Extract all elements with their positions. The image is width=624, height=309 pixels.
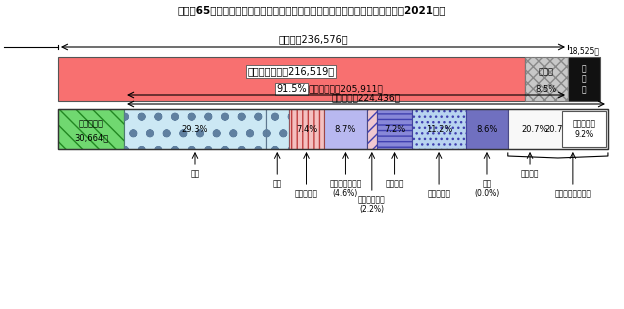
Text: 11.2%: 11.2% [426,125,452,133]
Bar [508,109,608,149]
Bar [466,109,508,149]
Text: 8.6%: 8.6% [476,125,498,133]
Bar [289,109,324,149]
Bar [58,57,525,101]
Text: うち交際費
9.2%: うち交際費 9.2% [573,119,596,139]
Text: 社会保障給付　216,519円: 社会保障給付 216,519円 [248,66,335,77]
Bar [377,109,412,149]
Bar [412,109,466,149]
Bar [466,109,508,149]
Bar [525,57,568,101]
Text: 91.5%: 91.5% [276,84,306,94]
Bar [289,109,324,149]
Text: 不
足
分: 不 足 分 [582,64,587,94]
Text: 30,664円: 30,664円 [74,133,108,142]
Text: 交通・通信: 交通・通信 [427,189,451,198]
Bar [266,109,289,149]
Text: その他: その他 [539,67,554,76]
Bar [58,109,124,149]
Bar [568,57,600,101]
Bar [377,109,412,149]
Text: 29.3%: 29.3% [182,125,208,133]
Text: 家具・家事用品
(4.6%): 家具・家事用品 (4.6%) [329,179,362,198]
Text: 図１　65歳以上の夫婦のみの無職世帯（夫婦高齢者無職世帯）の家計収支　－2021年－: 図１ 65歳以上の夫婦のみの無職世帯（夫婦高齢者無職世帯）の家計収支 －2021… [178,5,446,15]
Bar [124,109,266,149]
Text: 20.7%: 20.7% [545,125,571,133]
Text: 住居: 住居 [273,179,282,188]
Bar [366,109,377,149]
Text: 8.7%: 8.7% [334,125,356,133]
Text: 被服及び履物
(2.2%): 被服及び履物 (2.2%) [358,195,386,214]
Bar [562,111,606,147]
Text: 食料: 食料 [190,169,200,178]
Text: 非消費支出: 非消費支出 [79,120,104,129]
Text: 実収入　236,576円: 実収入 236,576円 [278,34,348,44]
Text: 8.5%: 8.5% [536,85,557,94]
Bar [58,109,124,149]
Text: 20.7%: 20.7% [522,125,548,133]
Text: 可処分所得　205,911円: 可処分所得 205,911円 [309,84,383,93]
Text: その他の消費支出: その他の消費支出 [554,189,592,198]
Text: 7.4%: 7.4% [296,125,317,133]
Bar [124,109,266,149]
Text: 保健医療: 保健医療 [385,179,404,188]
Bar [366,109,377,149]
Text: 7.2%: 7.2% [384,125,405,133]
Text: 教養娯楽: 教養娯楽 [521,169,539,178]
Text: 18,525円: 18,525円 [568,46,600,55]
Text: 教育
(0.0%): 教育 (0.0%) [474,179,500,198]
Text: 光熱・水道: 光熱・水道 [295,189,318,198]
Bar [412,109,466,149]
Bar [324,109,366,149]
Bar [525,57,568,101]
Bar [58,109,608,149]
Text: 消費支出　224,436円: 消費支出 224,436円 [331,93,401,102]
Bar [266,109,289,149]
